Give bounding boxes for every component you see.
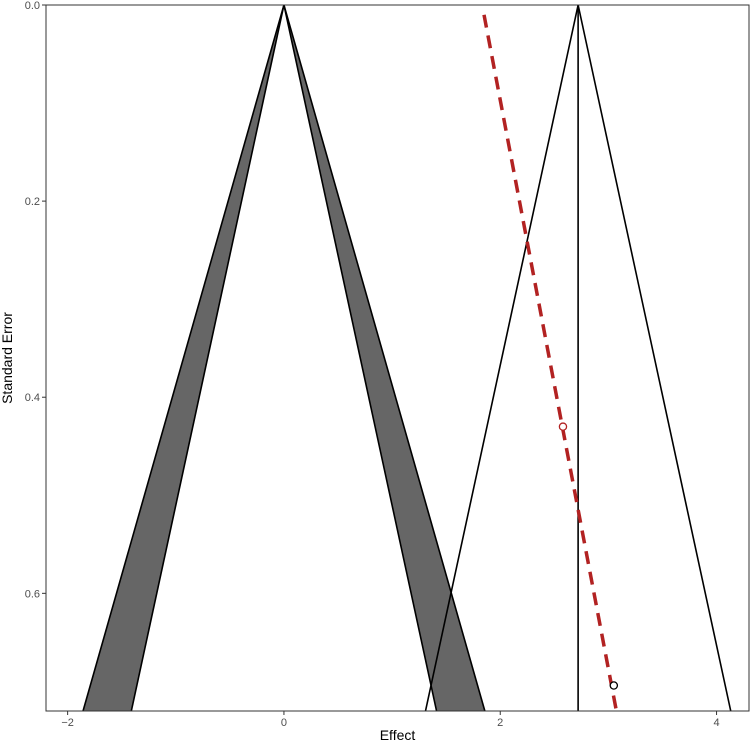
panel-border bbox=[45, 4, 750, 712]
x-axis-title: Effect bbox=[380, 727, 416, 743]
summary-funnel-right bbox=[577, 5, 732, 711]
contour-line-inner-left bbox=[130, 5, 285, 711]
summary-funnel-left bbox=[424, 5, 579, 711]
y-tick-label: 0.2 bbox=[25, 196, 40, 208]
axes: −2 0 2 4 0.0 0.2 0.4 0.6 bbox=[25, 0, 750, 729]
y-tick-label: 0.4 bbox=[25, 392, 40, 404]
study-point-1 bbox=[558, 422, 568, 431]
plot-panel bbox=[82, 5, 732, 711]
plot-layers bbox=[82, 5, 732, 711]
contour-line-inner-right bbox=[283, 5, 438, 711]
contour-line-outer-left bbox=[82, 5, 285, 711]
y-tick-label: 0.6 bbox=[25, 588, 40, 600]
x-tick-label: −2 bbox=[61, 717, 74, 729]
x-tick-label: 4 bbox=[713, 717, 719, 729]
y-tick-label: 0.0 bbox=[25, 0, 40, 12]
y-axis-title: Standard Error bbox=[0, 312, 15, 404]
study-point-2 bbox=[609, 681, 619, 690]
regression-line bbox=[482, 14, 619, 711]
x-tick-label: 0 bbox=[281, 717, 287, 729]
x-tick-label: 2 bbox=[497, 717, 503, 729]
